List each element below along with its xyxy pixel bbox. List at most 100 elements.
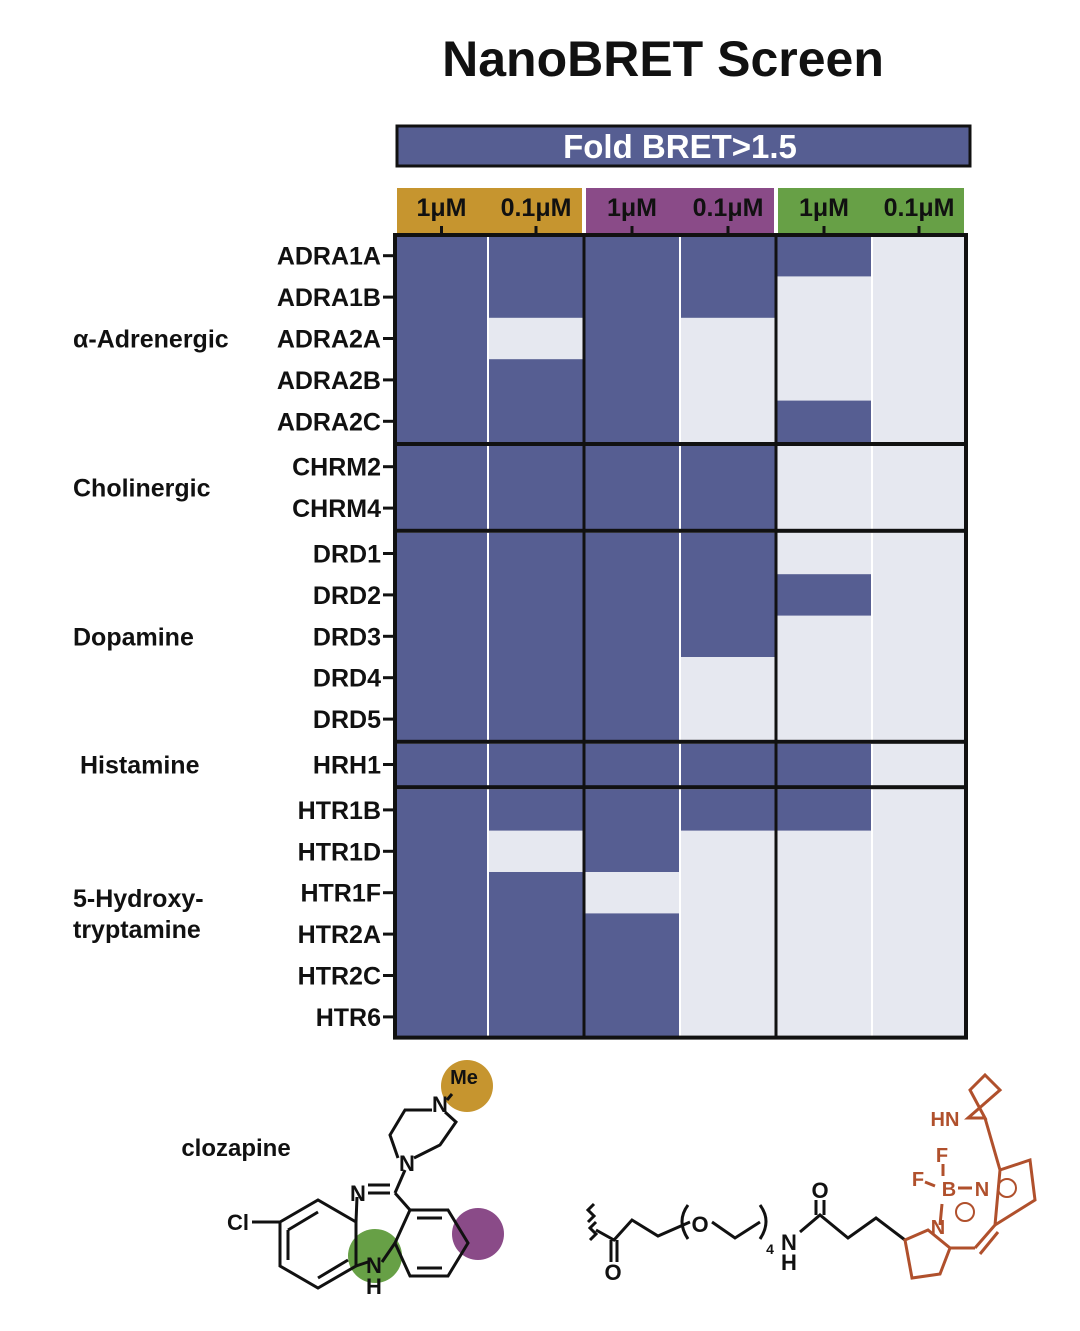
heatmap-cell bbox=[680, 446, 776, 488]
heatmap-cell bbox=[488, 359, 584, 402]
column-label: 1μM bbox=[607, 194, 657, 222]
row-label: ADRA2A bbox=[277, 326, 381, 354]
heatmap-cell bbox=[872, 996, 966, 1039]
row-label: DRD3 bbox=[313, 623, 381, 651]
heatmap-cell bbox=[584, 400, 680, 443]
clozapine-label: clozapine bbox=[181, 1135, 290, 1162]
negative-charge-icon bbox=[955, 1202, 975, 1222]
heatmap-cell bbox=[395, 276, 488, 319]
heatmap-cell bbox=[776, 487, 872, 530]
heatmap-cell bbox=[680, 487, 776, 530]
heatmap-cell bbox=[872, 276, 966, 319]
heatmap-cell bbox=[776, 698, 872, 741]
dye-bonds bbox=[903, 1072, 1037, 1280]
column-group-header bbox=[586, 188, 774, 234]
chart-title: NanoBRET Screen bbox=[442, 31, 884, 87]
atom-n: N bbox=[432, 1092, 448, 1117]
heatmap-cell bbox=[395, 615, 488, 658]
heatmap-cell bbox=[872, 400, 966, 443]
heatmap-cell bbox=[776, 996, 872, 1039]
row-label: HTR1D bbox=[298, 838, 381, 866]
atom-n: N bbox=[350, 1181, 366, 1206]
heatmap-cell bbox=[872, 317, 966, 360]
heatmap-cell bbox=[680, 872, 776, 914]
column-group-header bbox=[778, 188, 964, 234]
row-label: HTR2C bbox=[298, 963, 381, 991]
clozapine-bonds bbox=[252, 1093, 470, 1290]
heatmap-cell bbox=[488, 574, 584, 617]
heatmap-cell bbox=[584, 487, 680, 530]
heatmap-cell bbox=[680, 532, 776, 575]
atom-me: Me bbox=[450, 1067, 478, 1089]
atom-n-plus: N bbox=[975, 1179, 989, 1201]
heatmap-cell bbox=[872, 872, 966, 914]
heatmap-cell bbox=[776, 574, 872, 617]
heatmap-cell bbox=[776, 830, 872, 873]
heatmap-cell bbox=[872, 743, 966, 786]
row-label: CHRM4 bbox=[292, 495, 381, 523]
heatmap-cell bbox=[584, 743, 680, 786]
heatmap-cell bbox=[584, 872, 680, 914]
heatmap-cell bbox=[395, 400, 488, 443]
heatmap-cell bbox=[584, 276, 680, 319]
heatmap-cell bbox=[488, 913, 584, 956]
heatmap-cell bbox=[488, 698, 584, 741]
atom-h: H bbox=[781, 1250, 797, 1275]
heatmap-cell bbox=[584, 789, 680, 832]
atom-n: N bbox=[781, 1230, 797, 1255]
heatmap-cell bbox=[488, 789, 584, 832]
row-label: HTR1F bbox=[300, 880, 381, 908]
atom-f: F bbox=[912, 1169, 924, 1191]
row-group-label: Dopamine bbox=[73, 623, 194, 651]
row-label: ADRA2B bbox=[277, 367, 381, 395]
atom-f: F bbox=[936, 1145, 948, 1167]
row-label: ADRA2C bbox=[277, 408, 381, 436]
atom-h: H bbox=[366, 1274, 382, 1299]
heatmap-cell bbox=[488, 317, 584, 360]
heatmap-cell bbox=[395, 657, 488, 699]
heatmap-cell bbox=[488, 276, 584, 319]
heatmap-frame bbox=[393, 233, 968, 1040]
heatmap-cell bbox=[488, 446, 584, 488]
heatmap-cell bbox=[395, 996, 488, 1039]
atom-n: N bbox=[366, 1253, 382, 1278]
heatmap-cell bbox=[872, 954, 966, 997]
heatmap-cell bbox=[776, 615, 872, 658]
heatmap-cell bbox=[776, 913, 872, 956]
heatmap-cell bbox=[680, 830, 776, 873]
heatmap-cell bbox=[872, 698, 966, 741]
heatmap-cell bbox=[776, 276, 872, 319]
heatmap-cell bbox=[776, 532, 872, 575]
heatmap: 1μM 0.1μM 1μM 0.1μM 1μM 0.1μM ADRA1A ADRA1B ADRA… bbox=[73, 188, 968, 1040]
heatmap-cell bbox=[776, 317, 872, 360]
column-label: 0.1μM bbox=[884, 194, 955, 222]
heatmap-cell bbox=[680, 743, 776, 786]
heatmap-cell bbox=[680, 789, 776, 832]
heatmap-cell bbox=[680, 615, 776, 658]
heatmap-cell bbox=[395, 235, 488, 277]
heatmap-cell bbox=[776, 872, 872, 914]
row-group-divider bbox=[395, 739, 966, 744]
row-label: DRD4 bbox=[313, 665, 381, 693]
heatmap-cell bbox=[584, 359, 680, 402]
heatmap-cell bbox=[872, 615, 966, 658]
heatmap-cell bbox=[872, 532, 966, 575]
heatmap-cell bbox=[395, 359, 488, 402]
row-label: DRD2 bbox=[313, 582, 381, 610]
heatmap-cell bbox=[395, 872, 488, 914]
chemical-structures: Me N N N Cl N H clozapine bbox=[181, 1060, 1037, 1299]
heatmap-cell bbox=[584, 698, 680, 741]
row-group-divider bbox=[395, 785, 966, 790]
heatmap-cell bbox=[395, 743, 488, 786]
column-label: 1μM bbox=[416, 194, 466, 222]
heatmap-cell bbox=[584, 954, 680, 997]
row-label: HTR1B bbox=[298, 797, 381, 825]
heatmap-cell bbox=[872, 235, 966, 277]
atom-o: O bbox=[811, 1178, 828, 1203]
heatmap-cell bbox=[776, 446, 872, 488]
heatmap-cell bbox=[584, 615, 680, 658]
column-group-header bbox=[397, 188, 582, 234]
heatmap-cell bbox=[488, 830, 584, 873]
banner: Fold BRET>1.5 bbox=[395, 124, 972, 168]
